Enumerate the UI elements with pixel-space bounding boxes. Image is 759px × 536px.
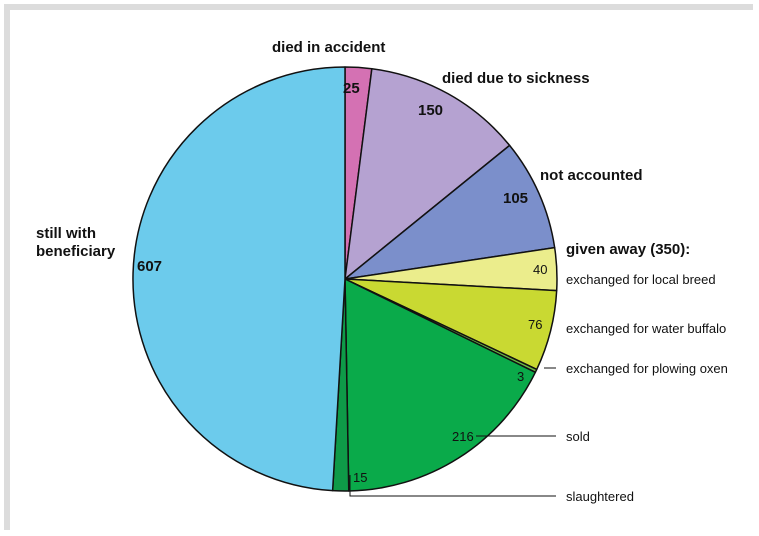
leader-lines: [349, 367, 556, 497]
value-slaughtered: 15: [353, 470, 367, 485]
chart-frame: [4, 4, 753, 530]
value-local-breed: 40: [533, 262, 547, 277]
value-accident: 25: [343, 80, 360, 97]
label-beneficiary: beneficiary: [36, 243, 116, 260]
label-died-due-to-sickness: died due to sickness: [442, 70, 590, 87]
value-still-with: 607: [137, 258, 162, 275]
value-plowing-oxen: 3: [517, 369, 524, 384]
label-died-in-accident: died in accident: [272, 39, 385, 56]
value-sickness: 150: [418, 102, 443, 119]
pie-slice-still-with-beneficiary: [132, 66, 346, 492]
label-not-accounted: not accounted: [540, 167, 643, 184]
pie-slice-not-accounted: [344, 144, 556, 280]
value-sold: 216: [452, 429, 474, 444]
label-still-with: still with: [36, 225, 96, 242]
pie-slices: [132, 66, 558, 492]
label-plowing-oxen: exchanged for plowing oxen: [566, 361, 728, 376]
label-sold: sold: [566, 429, 590, 444]
label-given-away: given away (350):: [566, 241, 690, 258]
value-not-accounted: 105: [503, 190, 528, 207]
value-water-buffalo: 76: [528, 317, 542, 332]
pie-slice-died-due-to-sickness: [344, 67, 511, 280]
label-local-breed: exchanged for local breed: [566, 272, 716, 287]
label-slaughtered: slaughtered: [566, 489, 634, 504]
pie-slice-sold: [344, 278, 537, 492]
leader-line-slaughtered: [349, 475, 556, 497]
label-water-buffalo: exchanged for water buffalo: [566, 321, 726, 336]
